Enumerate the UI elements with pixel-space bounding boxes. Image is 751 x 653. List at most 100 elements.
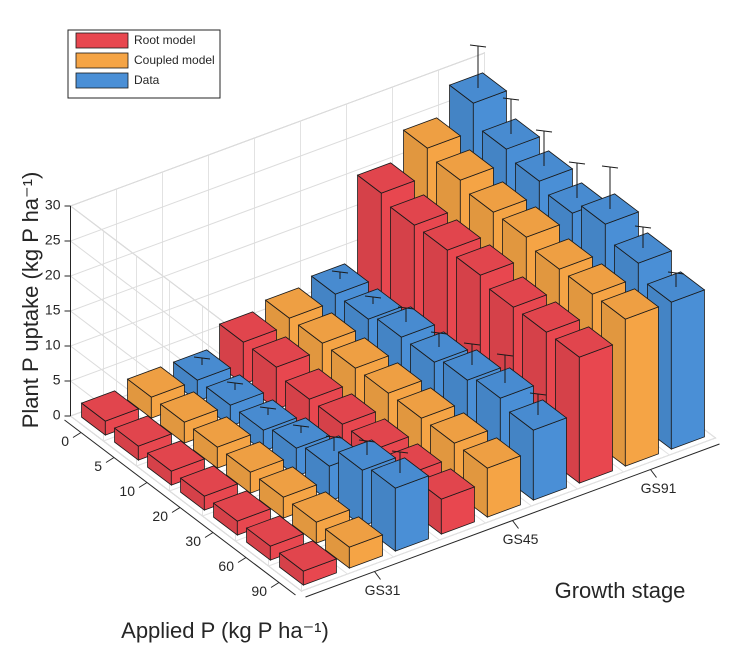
y-tick-label: GS45 [503,531,539,547]
error-bar [325,435,343,451]
legend: Root model Coupled model Data [67,29,221,99]
bar-top-face [284,368,344,400]
error-bar [331,270,349,279]
bar [212,490,272,536]
error-bar [226,381,244,390]
error-bar [193,356,211,365]
x-tick-label: 20 [152,508,168,524]
bar-top-face [113,415,173,447]
bar-top-face [324,516,384,548]
bar-top-face [567,263,627,295]
bar-top-face [521,301,581,333]
bar-top-face [396,387,456,419]
bar-top-face [330,337,390,369]
bar-top-face [389,194,449,226]
bar-top-face [192,416,252,448]
error-bar [469,44,487,88]
z-tick-label: 0 [53,407,61,423]
bar-front-face [394,475,429,552]
error-bar-cap [496,353,514,357]
x-tick-label: 90 [251,583,267,599]
bar-top-face [534,238,594,270]
bar [146,440,206,486]
error-bar-cap [667,271,685,275]
bar-top-face [429,412,489,444]
bar-front-face [670,289,705,450]
bar-top-face [435,149,495,181]
bar-front-face [578,344,613,484]
error-bar-cap [226,381,244,385]
z-tick-label: 5 [53,372,61,388]
y-tick-label: GS91 [641,480,677,496]
error-bar-cap [292,424,310,428]
error-bar-cap [193,356,211,360]
error-bar [364,295,382,304]
error-bar [259,406,277,415]
error-bar [601,165,619,209]
bar-top-face [468,181,528,213]
bar [80,390,140,436]
x-tick [204,532,214,538]
x-tick-label: 10 [119,483,135,499]
error-bar [568,161,586,198]
x-tick-label: 60 [218,558,234,574]
x-axis-title: Applied P (kg P ha⁻¹) [121,618,329,643]
bar-top-face [225,441,285,473]
error-bar-cap [259,406,277,410]
error-bar-cap [568,161,586,165]
error-bar-cap [397,306,415,310]
bar-top-face [251,336,311,368]
floor-grid-line [301,437,716,592]
bar-top-face [416,468,476,500]
error-bar [358,439,376,455]
bar-top-face [146,440,206,472]
bar-top-face [501,206,561,238]
x-tick [138,482,148,488]
bar-top-face [488,276,548,308]
error-bar [502,97,520,134]
bar-top-face [455,244,515,276]
legend-swatch [75,32,129,49]
error-bar-cap [463,342,481,346]
bar-top-face [363,362,423,394]
bar-top-face [462,437,522,469]
x-tick [237,557,247,563]
y-tick [650,469,657,478]
bar [113,415,173,461]
error-bar-cap [529,392,547,396]
bar-top-face [258,466,318,498]
bar-front-face [624,306,659,467]
error-bar [463,342,481,365]
z-tick-label: 30 [45,197,61,213]
error-bar-cap [331,270,349,274]
bar [324,516,384,569]
z-tick-label: 10 [45,337,61,353]
x-tick [270,582,280,588]
error-bar [430,331,448,347]
bar [245,515,305,561]
bar-top-face [159,391,219,423]
error-bar-cap [535,129,553,133]
legend-label: Data [134,73,160,87]
error-bar [496,353,514,383]
legend-label: Coupled model [134,53,215,67]
bar-top-face [126,366,186,398]
bars [80,44,706,586]
x-tick [171,507,181,513]
bar [179,465,239,511]
bar-top-face [402,117,462,149]
error-bar [535,129,553,166]
y-tick [374,571,381,580]
y-tick-label: GS31 [365,582,401,598]
error-bar-cap [391,450,409,454]
z-tick-label: 15 [45,302,61,318]
bar-top-face [356,162,416,194]
x-tick [72,432,82,438]
bar-top-face [212,490,272,522]
error-bar-cap [358,439,376,443]
bar-top-face [422,219,482,251]
x-tick-label: 0 [61,433,69,449]
error-bar [634,225,652,248]
error-bar-cap [502,97,520,101]
bar-top-face [297,312,357,344]
